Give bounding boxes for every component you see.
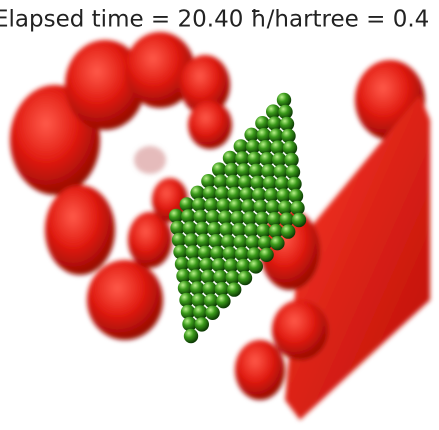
page: {"title": "Elapsed time = 20.40 ħ/hartre… [0,0,439,430]
atom [216,294,230,308]
visualization: Elapsed time = 20.40 ħ/hartree = 0.4 [0,0,439,430]
atom [270,236,284,250]
atom [292,213,306,227]
atom [238,271,252,285]
atom [281,224,295,238]
atom [195,317,209,331]
title: Elapsed time = 20.40 ħ/hartree = 0.4 [0,7,429,33]
atom [184,329,198,343]
atom [227,282,241,296]
atom [249,259,263,273]
atom [259,248,273,262]
atom [205,306,219,320]
